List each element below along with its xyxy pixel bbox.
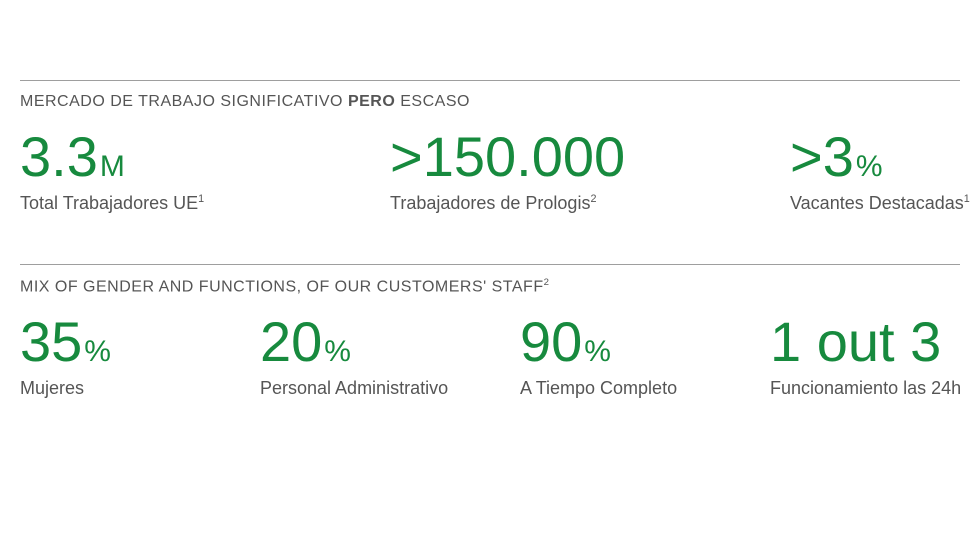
section1-title: MERCADO DE TRABAJO SIGNIFICATIVO PERO ES… — [20, 93, 960, 111]
stat-value-number: 1 out 3 — [770, 314, 941, 370]
section-mercado: MERCADO DE TRABAJO SIGNIFICATIVO PERO ES… — [20, 80, 960, 214]
stat-value-number: >3 — [790, 129, 854, 185]
stat-label-text: Trabajadores de Prologis — [390, 193, 590, 213]
section1-row: 3.3 M Total Trabajadores UE1 >150.000 Tr… — [20, 129, 960, 214]
stat-value-unit: % — [584, 337, 611, 367]
stat-value-number: 20 — [260, 314, 322, 370]
stat-24h: 1 out 3 Funcionamiento las 24h — [770, 314, 970, 399]
divider-top-2 — [20, 264, 960, 265]
section1-title-pre: MERCADO DE TRABAJO SIGNIFICATIVO — [20, 93, 348, 110]
stat-label: A Tiempo Completo — [520, 378, 770, 399]
stat-value: 1 out 3 — [770, 314, 970, 370]
section2-title-text: MIX OF GENDER AND FUNCTIONS, OF OUR CUST… — [20, 278, 544, 295]
stat-value-unit: % — [324, 337, 351, 367]
stat-tiempo-completo: 90 % A Tiempo Completo — [520, 314, 770, 399]
stat-value-number: >150.000 — [390, 129, 625, 185]
stat-label-text: Total Trabajadores UE — [20, 193, 198, 213]
stat-label: Personal Administrativo — [260, 378, 520, 399]
stat-vacantes: >3 % Vacantes Destacadas1 — [790, 129, 970, 214]
stat-value-unit: M — [100, 152, 125, 182]
section2-title: MIX OF GENDER AND FUNCTIONS, OF OUR CUST… — [20, 277, 960, 296]
section1-title-em: PERO — [348, 93, 395, 110]
stat-label: Mujeres — [20, 378, 260, 399]
stat-value-number: 3.3 — [20, 129, 98, 185]
infographic-container: MERCADO DE TRABAJO SIGNIFICATIVO PERO ES… — [0, 0, 980, 399]
stat-value: 35 % — [20, 314, 260, 370]
stat-value: >3 % — [790, 129, 970, 185]
divider-top-1 — [20, 80, 960, 81]
section1-title-post: ESCASO — [395, 93, 470, 110]
section2-title-sup: 2 — [544, 277, 550, 288]
stat-administrativo: 20 % Personal Administrativo — [260, 314, 520, 399]
stat-value: >150.000 — [390, 129, 790, 185]
stat-total-trabajadores: 3.3 M Total Trabajadores UE1 — [20, 129, 390, 214]
stat-label: Total Trabajadores UE1 — [20, 193, 390, 214]
stat-label-sup: 1 — [198, 193, 204, 205]
stat-label-sup: 2 — [590, 193, 596, 205]
stat-value: 90 % — [520, 314, 770, 370]
stat-value-number: 35 — [20, 314, 82, 370]
stat-value: 20 % — [260, 314, 520, 370]
stat-value: 3.3 M — [20, 129, 390, 185]
section-mix: MIX OF GENDER AND FUNCTIONS, OF OUR CUST… — [20, 264, 960, 399]
stat-value-unit: % — [84, 337, 111, 367]
stat-label: Vacantes Destacadas1 — [790, 193, 970, 214]
stat-label-sup: 1 — [964, 193, 970, 205]
section2-row: 35 % Mujeres 20 % Personal Administrativ… — [20, 314, 960, 399]
stat-prologis-trabajadores: >150.000 Trabajadores de Prologis2 — [390, 129, 790, 214]
stat-label: Funcionamiento las 24h — [770, 378, 970, 399]
stat-value-number: 90 — [520, 314, 582, 370]
stat-value-unit: % — [856, 152, 883, 182]
stat-mujeres: 35 % Mujeres — [20, 314, 260, 399]
stat-label-text: Vacantes Destacadas — [790, 193, 964, 213]
stat-label: Trabajadores de Prologis2 — [390, 193, 790, 214]
